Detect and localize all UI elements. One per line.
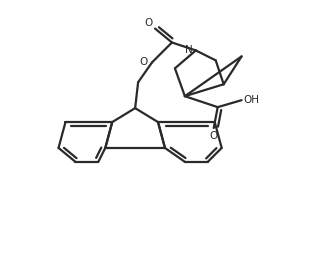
Text: O: O [140, 57, 148, 67]
Text: O: O [145, 18, 153, 28]
Text: N: N [185, 46, 193, 55]
Text: OH: OH [243, 95, 260, 105]
Text: O: O [210, 131, 218, 141]
